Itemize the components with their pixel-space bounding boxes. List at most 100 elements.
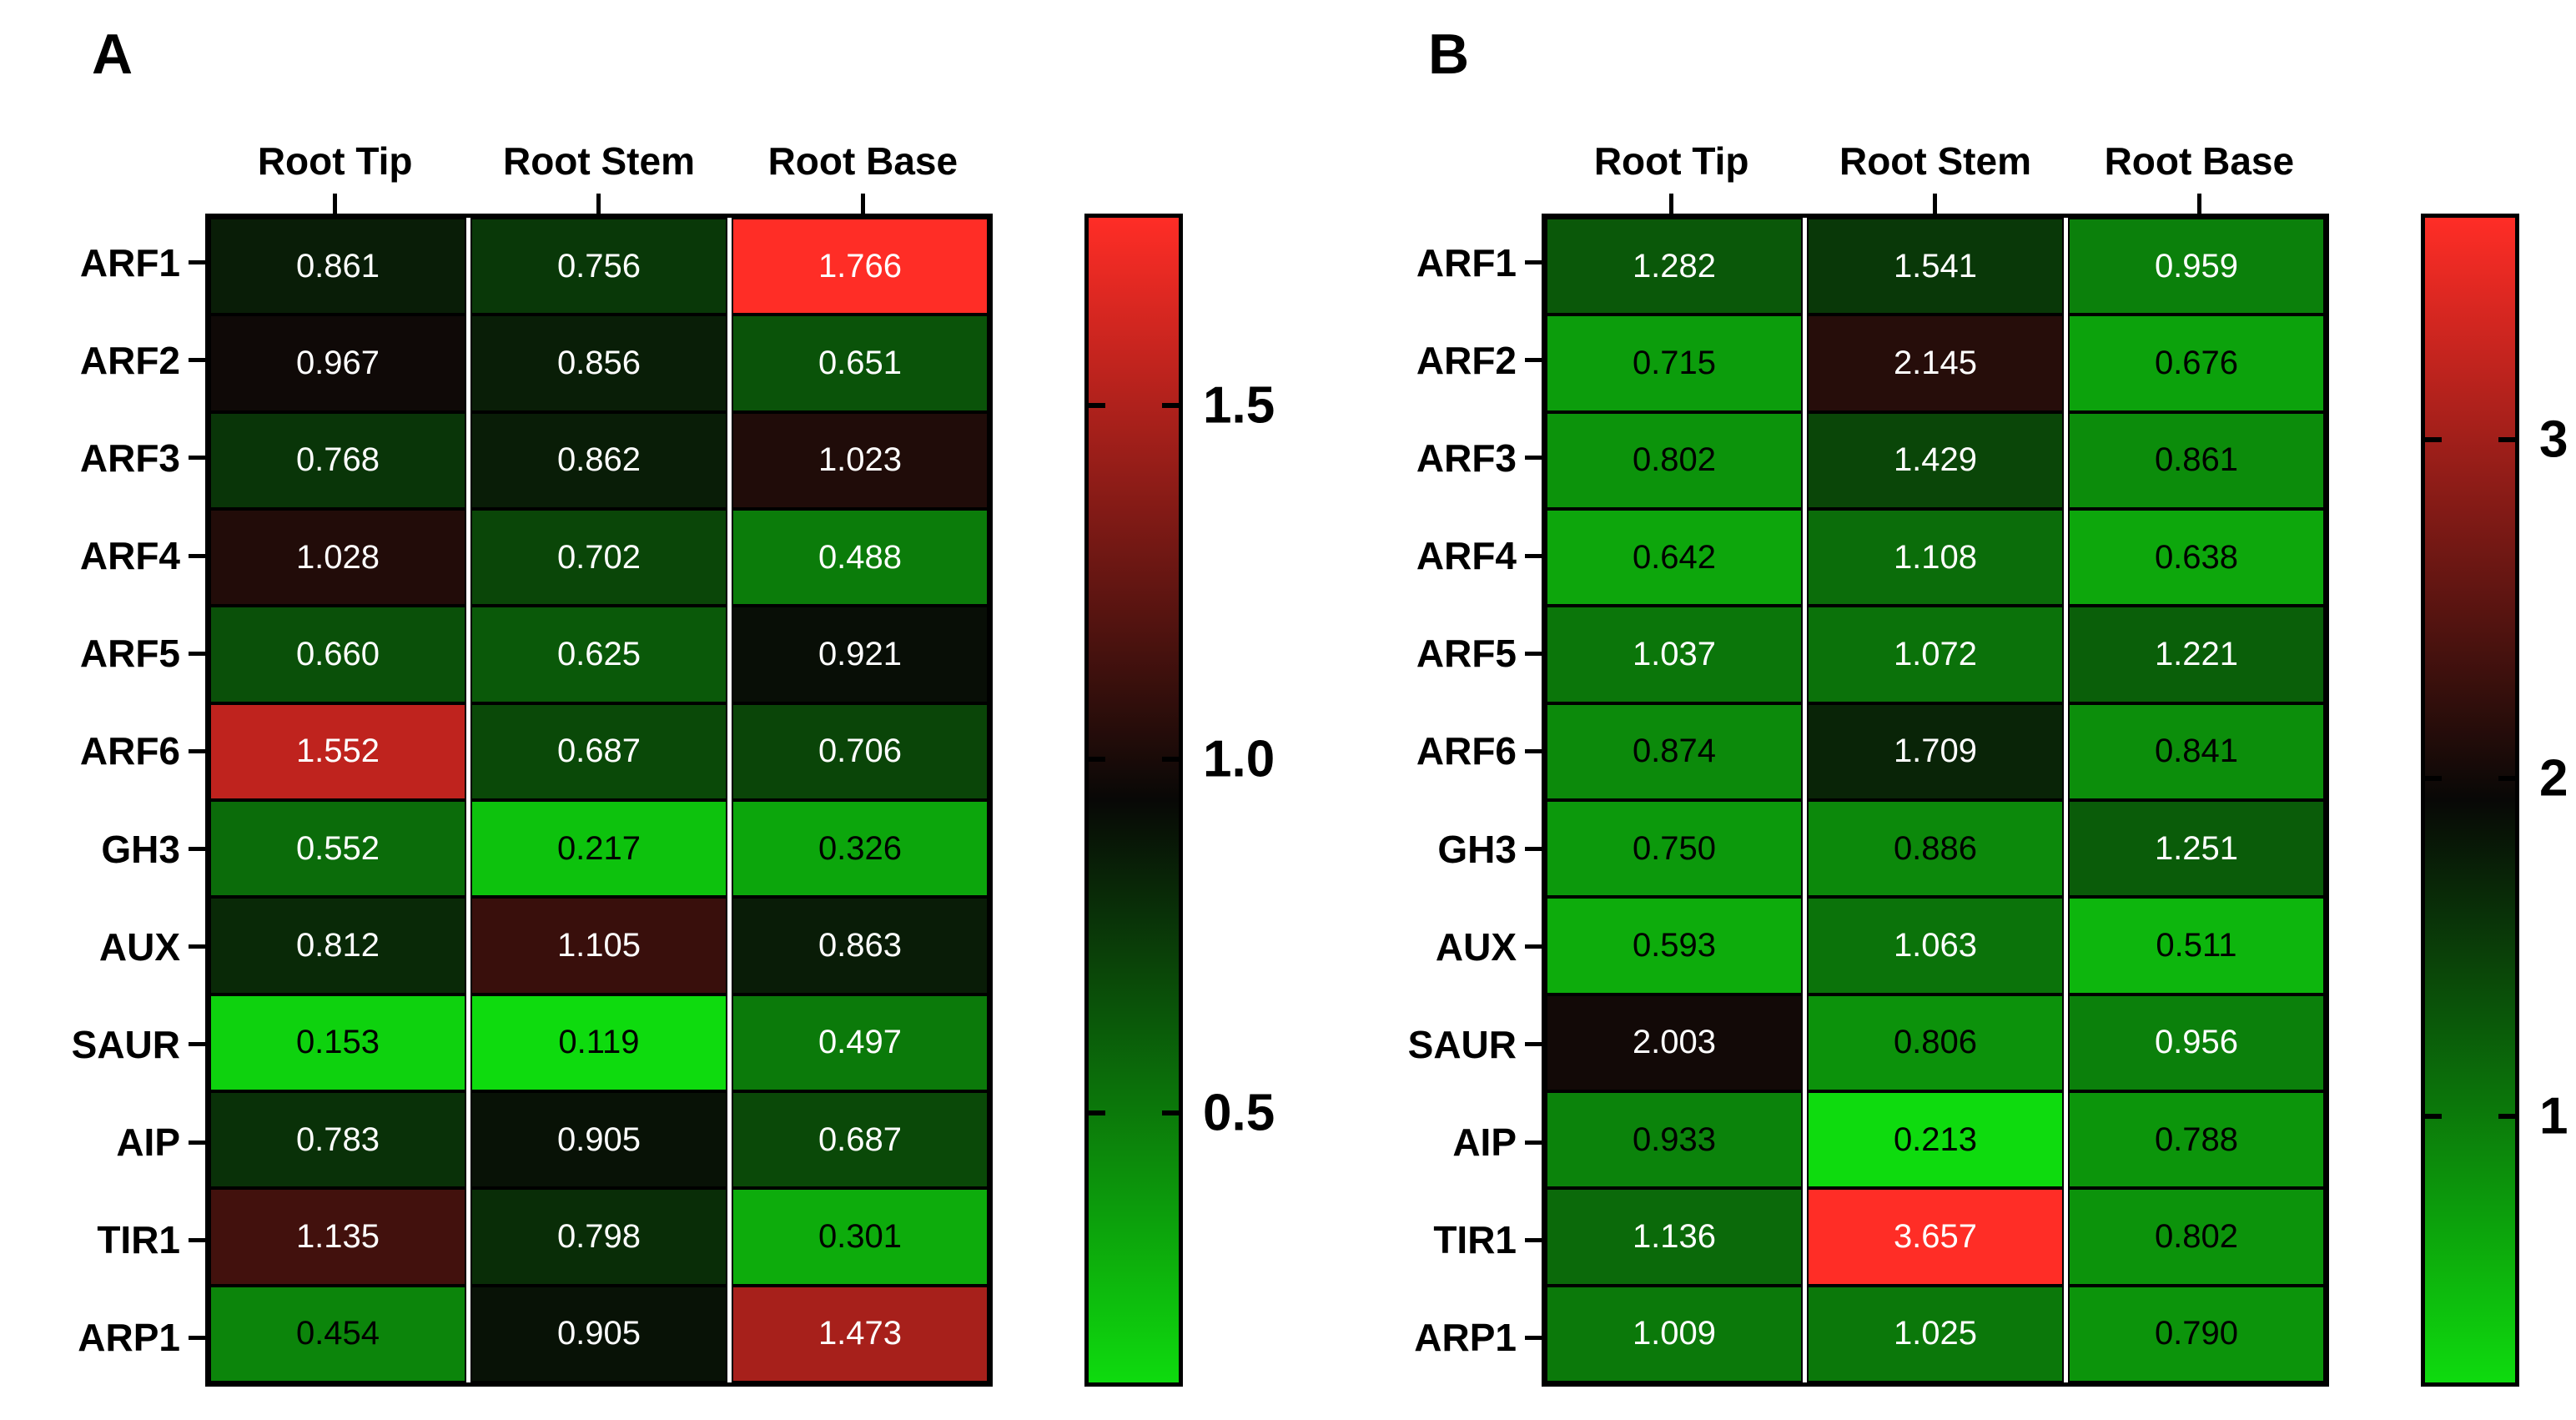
row-label: ARP1 <box>1414 1316 1517 1360</box>
row-label-item: TIR1 <box>1400 1191 1542 1289</box>
heatmap-cell: 0.956 <box>2068 994 2325 1091</box>
heatmap-cell: 1.709 <box>1807 702 2064 800</box>
row-label-item: ARF4 <box>63 506 205 604</box>
heatmap-cell: 0.702 <box>470 508 727 607</box>
heatmap-cell: 0.676 <box>2068 315 2325 412</box>
colorbar-tick-icon <box>2425 1114 2442 1119</box>
heatmap-cell: 0.715 <box>1546 315 1803 412</box>
colorbar: 1.5 1.0 0.5 <box>1084 214 1335 1387</box>
heatmap-panel: B Root Tip Root Stem Root Base ARF1 ARF2 ARF… <box>1400 0 2576 1420</box>
heatmap-cell: 0.933 <box>1546 1090 1803 1189</box>
heatmap-cell: 0.638 <box>2068 508 2325 607</box>
row-label-item: AUX <box>1400 898 1542 995</box>
row-label: AIP <box>1452 1120 1517 1165</box>
row-label: ARF2 <box>1416 338 1517 382</box>
row-label-item: SAUR <box>1400 995 1542 1093</box>
row-label-item: ARF3 <box>63 409 205 506</box>
heatmap-cell: 1.282 <box>1546 218 1803 315</box>
row-label: ARF5 <box>79 632 180 676</box>
heatmap-cell: 0.798 <box>470 1188 727 1286</box>
row-label-item: AUX <box>63 898 205 995</box>
row-tick-icon <box>1525 748 1542 753</box>
heatmap-cell: 0.687 <box>732 1090 989 1189</box>
heatmap-cell: 0.660 <box>209 606 466 703</box>
row-tick-icon <box>1525 1042 1542 1047</box>
heatmap-cell: 0.802 <box>2068 1188 2325 1286</box>
row-tick-icon <box>189 1140 205 1145</box>
row-label-item: ARF1 <box>63 214 205 311</box>
row-label-item: ARF5 <box>63 605 205 702</box>
heatmap-cell: 0.756 <box>470 218 727 315</box>
heatmap-cell: 1.251 <box>2068 799 2325 898</box>
row-label-item: ARF4 <box>1400 506 1542 604</box>
panel-label: A <box>92 23 133 86</box>
row-label: SAUR <box>71 1022 180 1066</box>
heatmap-cell: 1.766 <box>732 218 989 315</box>
row-labels: ARF1 ARF2 ARF3 ARF4 ARF5 ARF6 GH3 AUX SAUR AIP TIR… <box>63 214 205 1387</box>
heatmap-cell: 2.003 <box>1546 994 1803 1091</box>
row-label: ARF4 <box>79 534 180 578</box>
row-tick-icon <box>1525 847 1542 852</box>
heatmap-cell: 0.625 <box>470 606 727 703</box>
heatmap-cell: 0.511 <box>2068 897 2325 995</box>
heatmap-cell: 3.657 <box>1807 1188 2064 1286</box>
row-tick-icon <box>189 748 205 753</box>
heatmap-cell: 0.213 <box>1807 1090 2064 1189</box>
colorbar-tick-label: 1.5 <box>1203 376 1275 435</box>
heatmap-cell: 0.768 <box>209 411 466 509</box>
heatmap-cell: 1.063 <box>1807 897 2064 995</box>
heatmap-cell: 0.905 <box>470 1090 727 1189</box>
heatmap-cell: 0.841 <box>2068 702 2325 800</box>
row-tick-icon <box>189 847 205 852</box>
row-tick-icon <box>189 1042 205 1047</box>
heatmap-cell: 1.473 <box>732 1285 989 1382</box>
column-tick-icon <box>860 194 865 214</box>
heatmap-cell: 0.454 <box>209 1285 466 1382</box>
row-tick-icon <box>1525 358 1542 363</box>
row-label-item: ARF6 <box>1400 702 1542 800</box>
column-header: Root Base <box>2070 97 2329 214</box>
row-tick-icon <box>1525 456 1542 461</box>
column-tick-icon <box>1669 194 1674 214</box>
row-tick-icon <box>189 651 205 656</box>
heatmap-cell: 0.812 <box>209 897 466 995</box>
column-header-label: Root Stem <box>1839 139 2031 183</box>
heatmap-cell: 1.105 <box>470 897 727 995</box>
heatmap-cell: 0.651 <box>732 315 989 412</box>
heatmap-panel: A Root Tip Root Stem Root Base ARF1 ARF2 ARF… <box>63 0 1315 1420</box>
row-label-item: ARF1 <box>1400 214 1542 311</box>
row-label: ARF1 <box>79 240 180 285</box>
row-label: ARF6 <box>79 729 180 773</box>
row-label-item: ARP1 <box>63 1289 205 1387</box>
row-label-item: GH3 <box>1400 800 1542 898</box>
row-tick-icon <box>1525 1237 1542 1242</box>
colorbar-tick-label: 0.5 <box>1203 1084 1275 1142</box>
heatmap-cell: 1.135 <box>209 1188 466 1286</box>
heatmap-cell: 0.326 <box>732 799 989 898</box>
column-header-label: Root Base <box>2104 139 2295 183</box>
row-label: GH3 <box>101 827 180 871</box>
heatmap-cell: 0.967 <box>209 315 466 412</box>
row-label: AUX <box>1435 924 1517 969</box>
row-tick-icon <box>1525 944 1542 949</box>
column-header-label: Root Tip <box>1593 139 1749 183</box>
row-tick-icon <box>1525 260 1542 265</box>
row-label: ARF4 <box>1416 534 1517 578</box>
row-label-item: AIP <box>63 1093 205 1191</box>
row-labels: ARF1 ARF2 ARF3 ARF4 ARF5 ARF6 GH3 AUX SAUR AIP TIR… <box>1400 214 1542 1387</box>
row-label-item: ARF2 <box>63 311 205 409</box>
heatmap-cell: 0.790 <box>2068 1285 2325 1382</box>
column-headers: Root Tip Root Stem Root Base <box>205 97 993 214</box>
heatmap-cell: 0.806 <box>1807 994 2064 1091</box>
row-label: AIP <box>116 1120 180 1165</box>
row-tick-icon <box>189 1335 205 1340</box>
heatmap-cell: 0.552 <box>209 799 466 898</box>
row-tick-icon <box>189 358 205 363</box>
colorbar-gradient <box>2421 214 2519 1387</box>
row-label-item: ARF5 <box>1400 605 1542 702</box>
heatmap-grid: 1.282 1.541 0.959 0.715 2.145 0.676 0.802 1.429… <box>1542 214 2329 1387</box>
colorbar-tick-label: 3 <box>2539 410 2568 469</box>
row-tick-icon <box>1525 651 1542 656</box>
heatmap-cell: 0.783 <box>209 1090 466 1189</box>
heatmap-cell: 0.802 <box>1546 411 1803 509</box>
